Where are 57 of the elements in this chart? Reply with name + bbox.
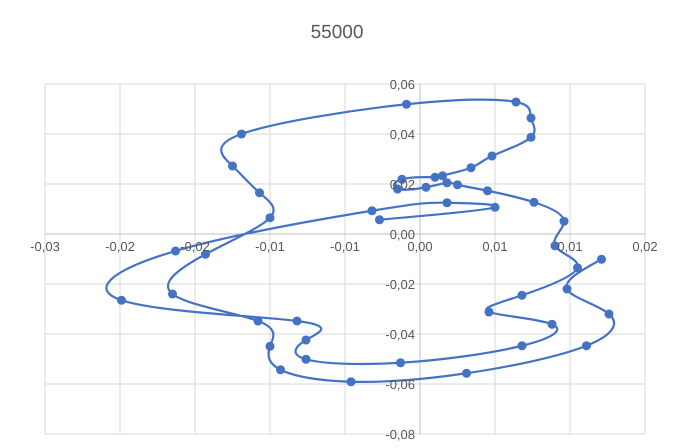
x-tick-label: 0,02 — [632, 239, 658, 254]
y-tick-label: 0,06 — [390, 77, 415, 92]
point — [374, 215, 384, 224]
point — [604, 309, 614, 319]
point — [265, 213, 275, 222]
x-tick-label: -0,03 — [30, 239, 60, 254]
point — [517, 341, 527, 350]
point — [396, 358, 406, 368]
point — [228, 161, 238, 171]
y-tick-label: -0,02 — [385, 277, 415, 292]
point — [582, 341, 592, 350]
x-tick-label: 0,01 — [482, 239, 508, 254]
point — [466, 163, 476, 172]
x-tick-label: -0,01 — [330, 239, 360, 254]
y-tick-label: 0,00 — [390, 227, 415, 242]
x-tick-label: 0,00 — [407, 239, 433, 254]
x-tick-label: -0,01 — [255, 239, 285, 254]
point — [170, 246, 180, 256]
y-tick-label: 0,04 — [390, 127, 415, 142]
point — [462, 368, 472, 378]
point — [562, 284, 572, 294]
point — [421, 182, 431, 192]
point — [402, 100, 412, 109]
x-tick-label: -0,02 — [105, 239, 135, 254]
point — [490, 202, 500, 212]
point — [482, 186, 492, 196]
point — [301, 354, 311, 364]
point — [526, 113, 536, 123]
point — [438, 171, 448, 180]
point — [442, 178, 452, 188]
point — [254, 188, 264, 198]
point — [572, 263, 582, 272]
point — [559, 216, 569, 226]
y-tick-label: -0,06 — [385, 377, 415, 392]
point — [452, 180, 462, 190]
point — [511, 97, 521, 107]
point — [367, 206, 377, 216]
point — [484, 307, 494, 317]
point — [517, 290, 527, 300]
y-tick-label: -0,08 — [385, 427, 415, 442]
point — [116, 296, 126, 305]
chart-title: 55000 — [310, 22, 364, 44]
point — [292, 316, 302, 326]
point — [529, 198, 539, 207]
point — [487, 151, 497, 161]
point — [547, 320, 557, 329]
point — [596, 254, 606, 264]
point — [236, 129, 246, 139]
point — [301, 335, 311, 345]
point — [265, 342, 275, 351]
point — [276, 365, 286, 374]
point — [526, 132, 536, 142]
y-tick-label: -0,04 — [385, 327, 415, 342]
point — [430, 172, 440, 182]
point — [168, 289, 178, 299]
point — [346, 377, 356, 386]
point — [442, 198, 452, 208]
